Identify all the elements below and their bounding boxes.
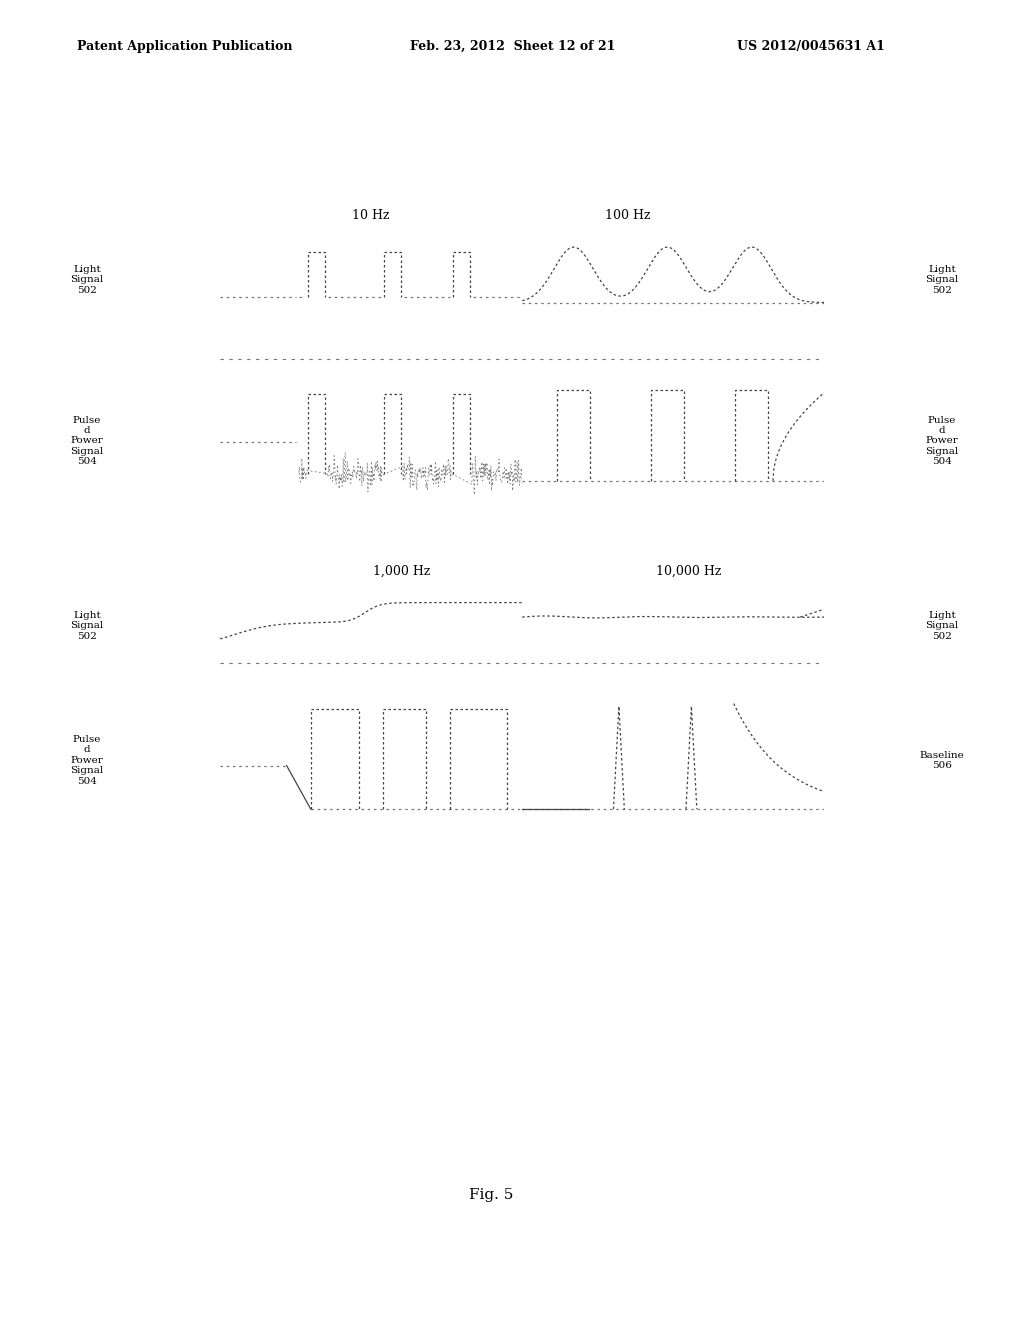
Text: Light
Signal
502: Light Signal 502	[926, 611, 958, 640]
Text: 10 Hz: 10 Hz	[352, 209, 390, 222]
Text: Light
Signal
502: Light Signal 502	[71, 611, 103, 640]
Text: Pulse
d
Power
Signal
504: Pulse d Power Signal 504	[926, 416, 958, 466]
Text: Light
Signal
502: Light Signal 502	[926, 265, 958, 294]
Text: Fig. 5: Fig. 5	[469, 1188, 514, 1201]
Text: 10,000 Hz: 10,000 Hz	[655, 565, 721, 578]
Text: Feb. 23, 2012  Sheet 12 of 21: Feb. 23, 2012 Sheet 12 of 21	[410, 40, 615, 53]
Text: Baseline
506: Baseline 506	[920, 751, 965, 770]
Text: 1,000 Hz: 1,000 Hz	[373, 565, 430, 578]
Text: 100 Hz: 100 Hz	[605, 209, 650, 222]
Text: Pulse
d
Power
Signal
504: Pulse d Power Signal 504	[71, 416, 103, 466]
Text: Light
Signal
502: Light Signal 502	[71, 265, 103, 294]
Text: US 2012/0045631 A1: US 2012/0045631 A1	[737, 40, 885, 53]
Text: Pulse
d
Power
Signal
504: Pulse d Power Signal 504	[71, 735, 103, 785]
Text: Patent Application Publication: Patent Application Publication	[77, 40, 292, 53]
